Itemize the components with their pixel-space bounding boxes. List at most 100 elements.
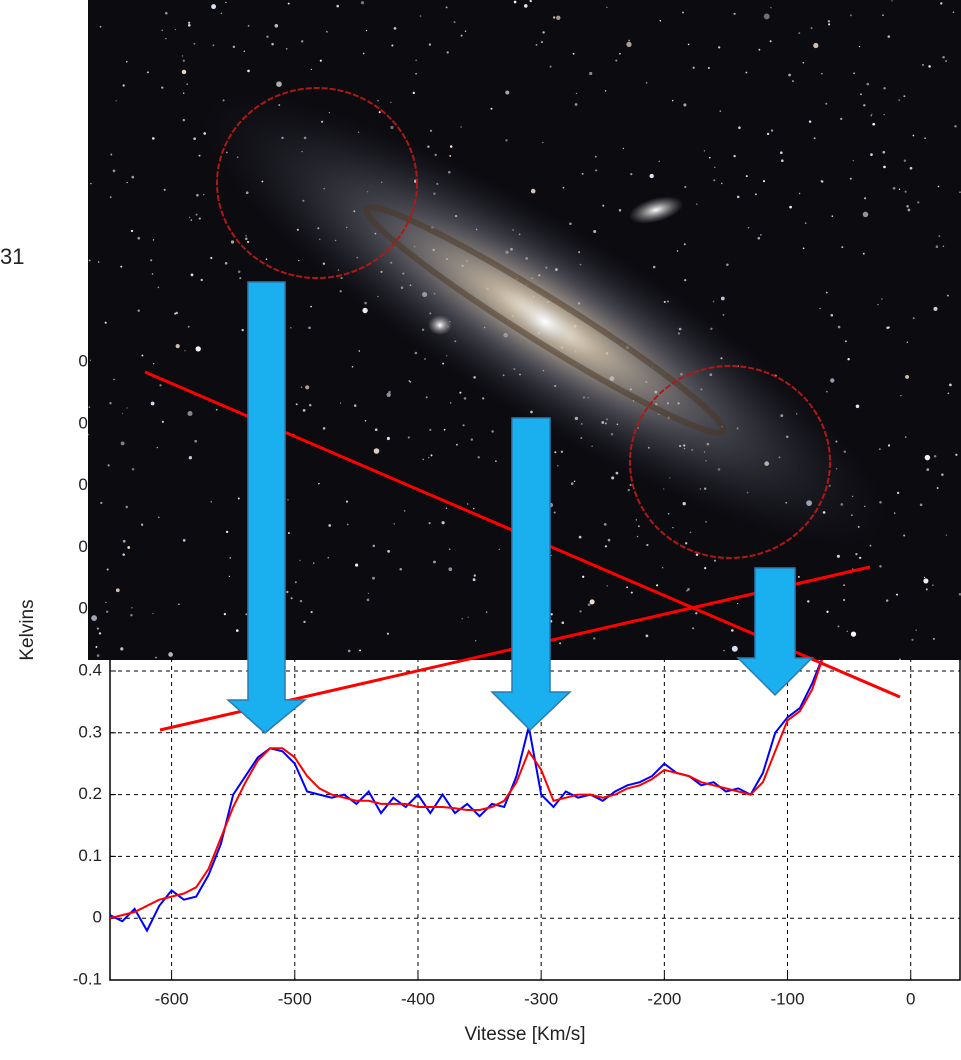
- star: [347, 649, 351, 653]
- star: [850, 631, 857, 637]
- star: [933, 306, 938, 311]
- star: [903, 95, 906, 98]
- star: [299, 559, 301, 562]
- star: [684, 278, 687, 282]
- star: [186, 83, 188, 85]
- star: [130, 614, 133, 617]
- star: [351, 366, 354, 368]
- star: [606, 585, 608, 587]
- star: [161, 29, 163, 32]
- star: [393, 27, 397, 30]
- star: [470, 438, 473, 441]
- star: [807, 600, 810, 603]
- star: [141, 354, 144, 357]
- star: [460, 126, 462, 128]
- star: [802, 62, 805, 64]
- data-line: [109, 652, 826, 933]
- star: [841, 246, 844, 249]
- star: [686, 589, 688, 592]
- star: [866, 82, 870, 86]
- star: [864, 197, 867, 200]
- star: [237, 270, 241, 273]
- star: [422, 458, 424, 461]
- star: [887, 444, 891, 447]
- star: [798, 32, 801, 35]
- star: [703, 150, 706, 152]
- star: [433, 560, 436, 564]
- star: [415, 72, 417, 75]
- star: [190, 219, 193, 221]
- star: [298, 259, 300, 262]
- star: [904, 190, 907, 193]
- star: [912, 317, 915, 320]
- star: [105, 601, 107, 604]
- star: [659, 19, 662, 22]
- star: [704, 520, 708, 523]
- star: [445, 6, 448, 9]
- star: [157, 286, 160, 289]
- star: [733, 154, 736, 158]
- star: [738, 126, 741, 129]
- star: [872, 122, 876, 126]
- star: [556, 15, 561, 20]
- star: [942, 245, 945, 248]
- arrow: [226, 281, 308, 734]
- star: [449, 145, 453, 148]
- star: [513, 0, 517, 4]
- star: [836, 554, 840, 558]
- star: [898, 188, 901, 190]
- star: [156, 446, 158, 449]
- star: [322, 427, 326, 430]
- star: [155, 656, 157, 659]
- annotations: [144, 281, 901, 734]
- x-axis-label: Vitesse [Km/s]: [464, 1024, 585, 1045]
- star: [819, 307, 821, 310]
- star: [236, 629, 239, 632]
- star: [630, 591, 633, 594]
- star: [463, 397, 467, 400]
- star: [770, 129, 774, 132]
- star: [549, 65, 552, 68]
- star: [106, 568, 109, 571]
- star: [524, 4, 528, 8]
- star: [882, 14, 884, 16]
- star: [852, 159, 855, 162]
- star: [712, 300, 715, 303]
- star: [636, 535, 639, 538]
- star: [718, 46, 721, 49]
- star: [131, 175, 135, 179]
- star: [730, 629, 734, 632]
- star: [896, 491, 900, 495]
- star: [949, 383, 952, 387]
- star: [683, 103, 687, 107]
- star: [683, 243, 686, 246]
- star: [593, 637, 596, 640]
- star: [860, 93, 862, 96]
- star: [276, 81, 282, 87]
- star: [917, 201, 920, 204]
- star: [415, 59, 417, 61]
- star: [378, 111, 381, 114]
- star: [766, 132, 770, 136]
- y-tick-label: 0.2: [78, 784, 102, 803]
- star: [928, 65, 931, 68]
- star: [825, 291, 828, 294]
- star: [390, 101, 392, 104]
- star: [870, 115, 872, 117]
- star: [894, 512, 896, 514]
- star: [898, 658, 901, 661]
- star: [826, 390, 828, 393]
- star: [707, 67, 710, 69]
- star: [723, 649, 725, 652]
- x-tick-label: -200: [647, 989, 681, 1008]
- star: [881, 298, 883, 300]
- star: [635, 519, 638, 521]
- star: [731, 645, 738, 652]
- star: [955, 453, 958, 456]
- star: [181, 55, 184, 57]
- star: [202, 193, 205, 196]
- star: [300, 386, 303, 388]
- star: [813, 42, 819, 49]
- star: [574, 103, 578, 106]
